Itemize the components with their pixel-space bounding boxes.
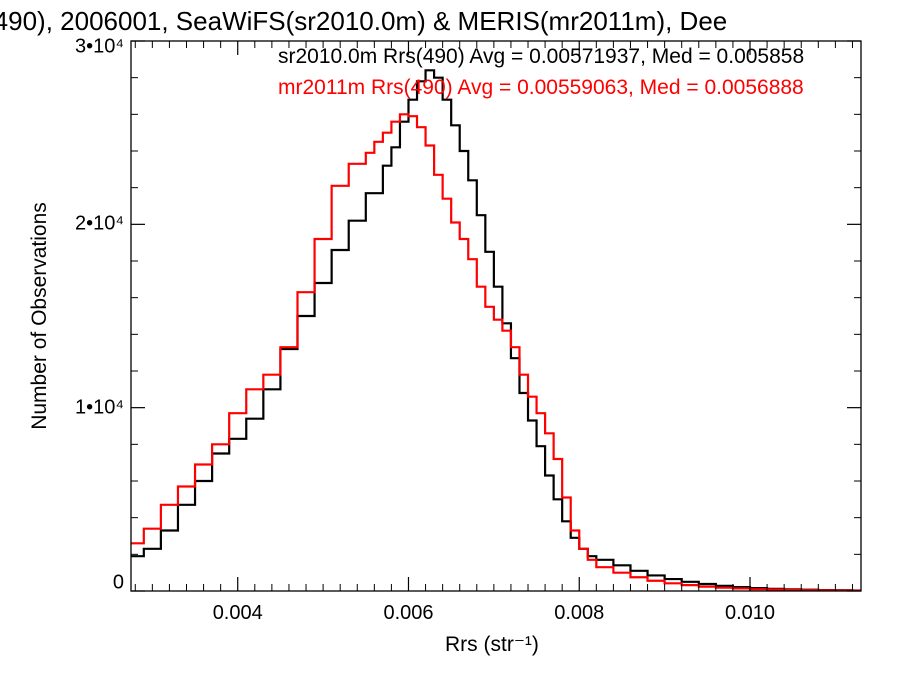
y-tick-label: 2•10⁴: [75, 212, 124, 235]
y-axis-label: Number of Observations: [28, 202, 51, 430]
x-tick-label: 0.010: [724, 602, 776, 624]
y-tick-label: 0: [112, 571, 124, 594]
plot-frame: [130, 40, 862, 592]
x-tick-label: 0.008: [554, 602, 605, 624]
legend-entry-mr2011: mr2011m Rrs(490) Avg = 0.00559063, Med =…: [278, 76, 804, 99]
chart-title-text: s(490), 2006001, SeaWiFS(sr2010.0m) & ME…: [0, 6, 728, 36]
x-tick-label: 0.004: [212, 602, 263, 624]
x-tick-label: 0.006: [383, 602, 434, 624]
series-line-sr2010.0m: [131, 69, 861, 591]
chart-title: s(490), 2006001, SeaWiFS(sr2010.0m) & ME…: [0, 6, 900, 37]
x-axis-label: Rrs (str⁻¹): [445, 633, 539, 656]
y-tick-label: 3•10⁴: [75, 35, 124, 58]
legend-entry-sr2010: sr2010.0m Rrs(490) Avg = 0.00571937, Med…: [278, 45, 805, 68]
series-line-mr2011m: [131, 113, 861, 591]
y-tick-label: 1•10⁴: [75, 396, 124, 419]
